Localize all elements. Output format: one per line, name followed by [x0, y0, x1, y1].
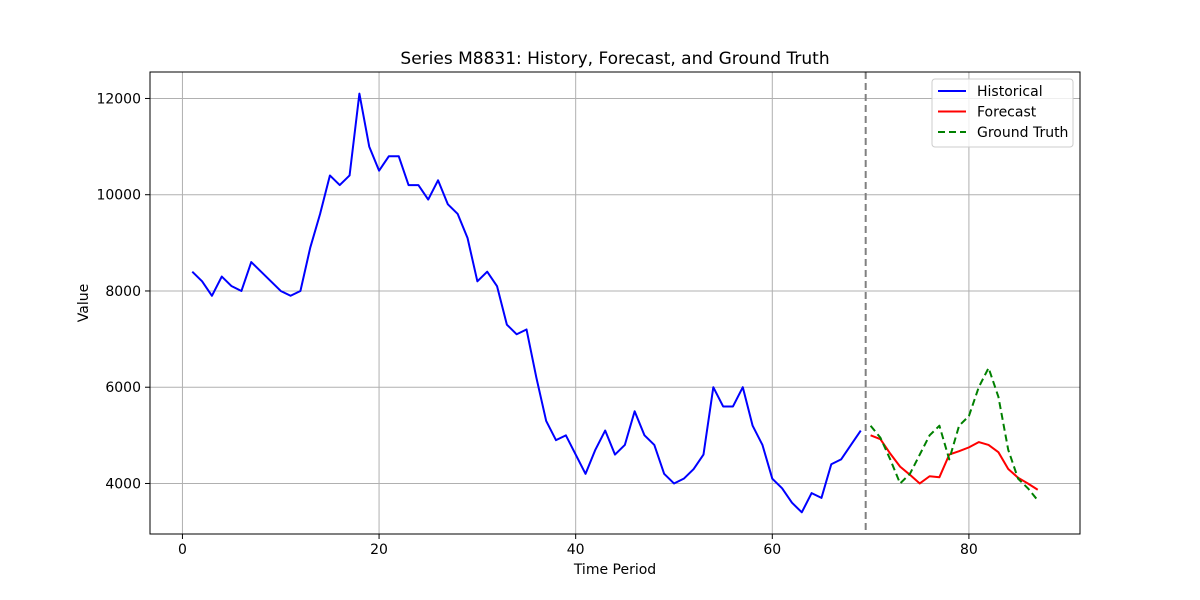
x-tick-label: 20	[370, 542, 388, 558]
y-tick-label: 8000	[105, 284, 141, 300]
plot-axes	[149, 71, 1081, 535]
x-tick-label: 80	[960, 542, 978, 558]
legend: Historical Forecast Ground Truth	[931, 78, 1074, 148]
y-tick-label: 6000	[105, 380, 141, 396]
grid-lines	[150, 72, 1080, 534]
y-tick-label: 12000	[96, 91, 141, 107]
plot-frame	[149, 71, 1081, 535]
plot-series	[191, 72, 1039, 534]
x-tick-label: 40	[567, 542, 585, 558]
y-tick-label: 4000	[105, 476, 141, 492]
series-line-forecast	[870, 434, 1039, 491]
legend-box	[931, 78, 1074, 148]
legend-label: Forecast	[977, 105, 1037, 121]
y-tick-label: 10000	[96, 188, 141, 204]
axis-ticks: 0 20 40 60 80 4000 6000 8000 10000 12000	[96, 91, 977, 558]
series-line-ground-truth	[869, 366, 1039, 501]
y-axis-label: Value	[76, 284, 92, 322]
x-axis-label: Time Period	[573, 562, 656, 578]
series-line-historical	[191, 92, 862, 514]
legend-label: Ground Truth	[977, 125, 1068, 141]
chart-title: Series M8831: History, Forecast, and Gro…	[400, 49, 829, 69]
x-tick-label: 0	[178, 542, 187, 558]
x-tick-label: 60	[763, 542, 781, 558]
legend-label: Historical	[977, 84, 1043, 100]
